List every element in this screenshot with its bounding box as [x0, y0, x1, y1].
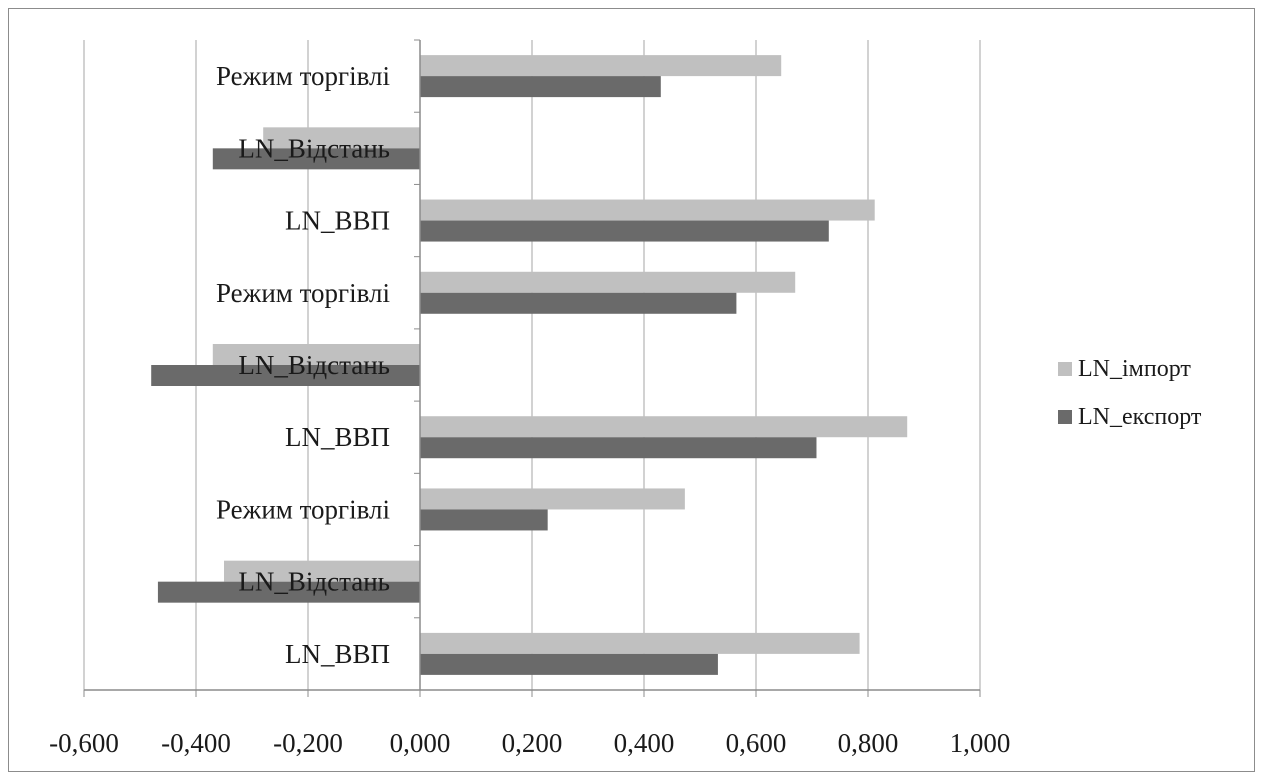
category-label: Режим торгівлі: [216, 61, 390, 91]
export-bar: [157, 581, 421, 603]
export-bar: [420, 220, 829, 242]
tick-labels: -0,600 -0,400 -0,200 0,000 0,200 0,400 0,600 0,…: [49, 728, 1010, 758]
x-tick-label: 0,600: [726, 728, 787, 758]
category-label: LN_ВВП: [285, 422, 390, 452]
x-tick-label: 0,200: [502, 728, 563, 758]
export-bar: [420, 76, 661, 98]
legend-swatch: [1058, 410, 1072, 424]
import-bar: [420, 55, 782, 77]
category-label: LN_Відстань: [238, 133, 390, 163]
bars: [151, 55, 908, 675]
export-bar: [420, 509, 548, 531]
legend-label: LN_експорт: [1078, 404, 1202, 430]
x-tick-label: 0,000: [390, 728, 451, 758]
export-bar: [212, 148, 420, 170]
import-bar: [420, 271, 796, 293]
export-bar: [420, 292, 737, 314]
x-tick-label: 0,800: [838, 728, 899, 758]
import-bar: [420, 416, 908, 438]
export-bar: [420, 437, 817, 459]
category-label: LN_Відстань: [238, 567, 390, 597]
x-tick-label: -0,200: [273, 728, 343, 758]
x-tick-label: 0,400: [614, 728, 675, 758]
x-tick-label: -0,600: [49, 728, 119, 758]
import-bar: [420, 199, 875, 221]
legend-label: LN_імпорт: [1078, 356, 1191, 382]
import-bar: [212, 344, 420, 365]
category-label: Режим торгівлі: [216, 494, 390, 524]
category-label: LN_ВВП: [285, 639, 390, 669]
category-label: LN_Відстань: [238, 350, 390, 380]
legend: LN_імпорт LN_експорт: [1058, 356, 1202, 430]
export-bar: [420, 653, 718, 675]
axes: [83, 39, 981, 697]
category-labels: Режим торгівлі LN_Відстань LN_ВВП Режим тор…: [216, 61, 390, 669]
x-tick-label: 1,000: [950, 728, 1011, 758]
grid-lines: [83, 40, 981, 690]
import-bar: [420, 632, 860, 654]
legend-swatch: [1058, 362, 1072, 376]
import-bar: [420, 488, 685, 510]
category-label: Режим торгівлі: [216, 278, 390, 308]
import-bar: [263, 127, 420, 149]
export-bar: [151, 365, 420, 386]
category-label: LN_ВВП: [285, 206, 390, 236]
x-tick-label: -0,400: [161, 728, 231, 758]
import-bar: [224, 560, 420, 582]
